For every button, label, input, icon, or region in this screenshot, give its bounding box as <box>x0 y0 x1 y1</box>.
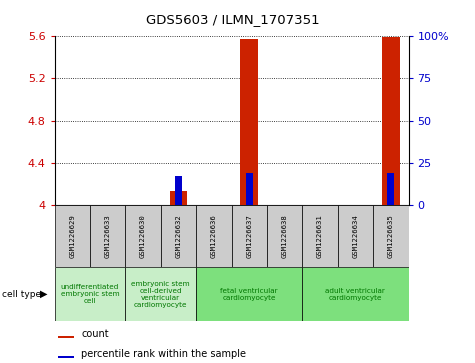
Bar <box>302 205 338 267</box>
Bar <box>161 205 196 267</box>
Text: GSM1226633: GSM1226633 <box>104 214 111 258</box>
Text: adult ventricular
cardiomyocyte: adult ventricular cardiomyocyte <box>325 287 385 301</box>
Bar <box>175 176 182 205</box>
Text: GSM1226629: GSM1226629 <box>69 214 76 258</box>
Bar <box>125 267 196 321</box>
Text: GDS5603 / ILMN_1707351: GDS5603 / ILMN_1707351 <box>146 13 320 26</box>
Bar <box>267 205 303 267</box>
Bar <box>302 267 408 321</box>
Text: GSM1226634: GSM1226634 <box>352 214 359 258</box>
Bar <box>338 205 373 267</box>
Bar <box>90 205 125 267</box>
Text: GSM1226632: GSM1226632 <box>175 214 181 258</box>
Text: GSM1226636: GSM1226636 <box>211 214 217 258</box>
Text: undifferentiated
embryonic stem
cell: undifferentiated embryonic stem cell <box>61 284 119 304</box>
Bar <box>170 191 187 205</box>
Bar <box>58 336 74 338</box>
Text: count: count <box>81 329 109 339</box>
Text: ▶: ▶ <box>40 289 48 299</box>
Bar <box>373 205 408 267</box>
Bar <box>196 205 232 267</box>
Bar <box>246 173 253 205</box>
Bar <box>55 205 90 267</box>
Text: embryonic stem
cell-derived
ventricular
cardiomyocyte: embryonic stem cell-derived ventricular … <box>132 281 190 307</box>
Text: GSM1226630: GSM1226630 <box>140 214 146 258</box>
Bar <box>382 37 399 205</box>
Bar <box>58 356 74 358</box>
Text: GSM1226638: GSM1226638 <box>282 214 288 258</box>
Text: fetal ventricular
cardiomyocyte: fetal ventricular cardiomyocyte <box>220 287 278 301</box>
Bar <box>240 40 258 205</box>
Bar <box>232 205 267 267</box>
Bar <box>125 205 161 267</box>
Bar <box>387 173 394 205</box>
Text: percentile rank within the sample: percentile rank within the sample <box>81 349 246 359</box>
Text: cell type: cell type <box>2 290 41 298</box>
Text: GSM1226635: GSM1226635 <box>388 214 394 258</box>
Text: GSM1226631: GSM1226631 <box>317 214 323 258</box>
Bar <box>55 267 125 321</box>
Bar <box>196 267 303 321</box>
Text: GSM1226637: GSM1226637 <box>246 214 252 258</box>
